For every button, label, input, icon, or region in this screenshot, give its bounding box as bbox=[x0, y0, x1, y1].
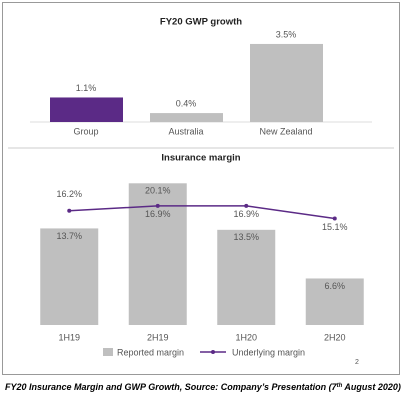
x-tick-label: 1H19 bbox=[58, 332, 80, 342]
point bbox=[244, 203, 249, 208]
bar bbox=[50, 97, 123, 122]
value-label: 1.1% bbox=[76, 83, 97, 93]
caption-text: August 2020) bbox=[342, 382, 401, 392]
value-label: 16.9% bbox=[233, 209, 259, 219]
x-tick-label: Group bbox=[73, 126, 98, 136]
value-label: 20.1% bbox=[145, 186, 171, 196]
point bbox=[332, 216, 337, 221]
value-label: 0.4% bbox=[176, 98, 197, 108]
x-tick-label: Australia bbox=[168, 126, 203, 136]
x-tick-label: 1H20 bbox=[235, 332, 257, 342]
bar bbox=[217, 229, 276, 325]
value-label: 15.1% bbox=[322, 222, 348, 232]
chart-title: FY20 GWP growth bbox=[160, 17, 242, 28]
caption: FY20 Insurance Margin and GWP Growth, So… bbox=[5, 382, 401, 392]
bar bbox=[150, 113, 223, 122]
value-label: 16.2% bbox=[56, 189, 82, 199]
x-tick-label: 2H19 bbox=[147, 332, 169, 342]
value-label: 3.5% bbox=[276, 29, 297, 39]
bar bbox=[250, 43, 323, 123]
point bbox=[155, 203, 160, 208]
value-label: 16.9% bbox=[145, 209, 171, 219]
x-tick-label: 2H20 bbox=[324, 332, 346, 342]
bar bbox=[40, 228, 99, 325]
caption-sup: th bbox=[337, 383, 343, 389]
legend-swatch bbox=[211, 350, 215, 354]
frame bbox=[2, 2, 400, 375]
legend-swatch bbox=[103, 348, 113, 356]
legend-label: Reported margin bbox=[117, 347, 184, 357]
value-label: 6.6% bbox=[324, 281, 345, 291]
point bbox=[67, 208, 72, 213]
value-label: 13.7% bbox=[56, 231, 82, 241]
legend-label: Underlying margin bbox=[232, 347, 305, 357]
page-number: 2 bbox=[355, 359, 359, 366]
value-label: 13.5% bbox=[233, 232, 259, 242]
x-tick-label: New Zealand bbox=[259, 126, 312, 136]
caption-text: FY20 Insurance Margin and GWP Growth, So… bbox=[5, 382, 338, 392]
chart-title: Insurance margin bbox=[161, 153, 240, 164]
bar bbox=[305, 278, 364, 325]
line bbox=[69, 205, 335, 220]
